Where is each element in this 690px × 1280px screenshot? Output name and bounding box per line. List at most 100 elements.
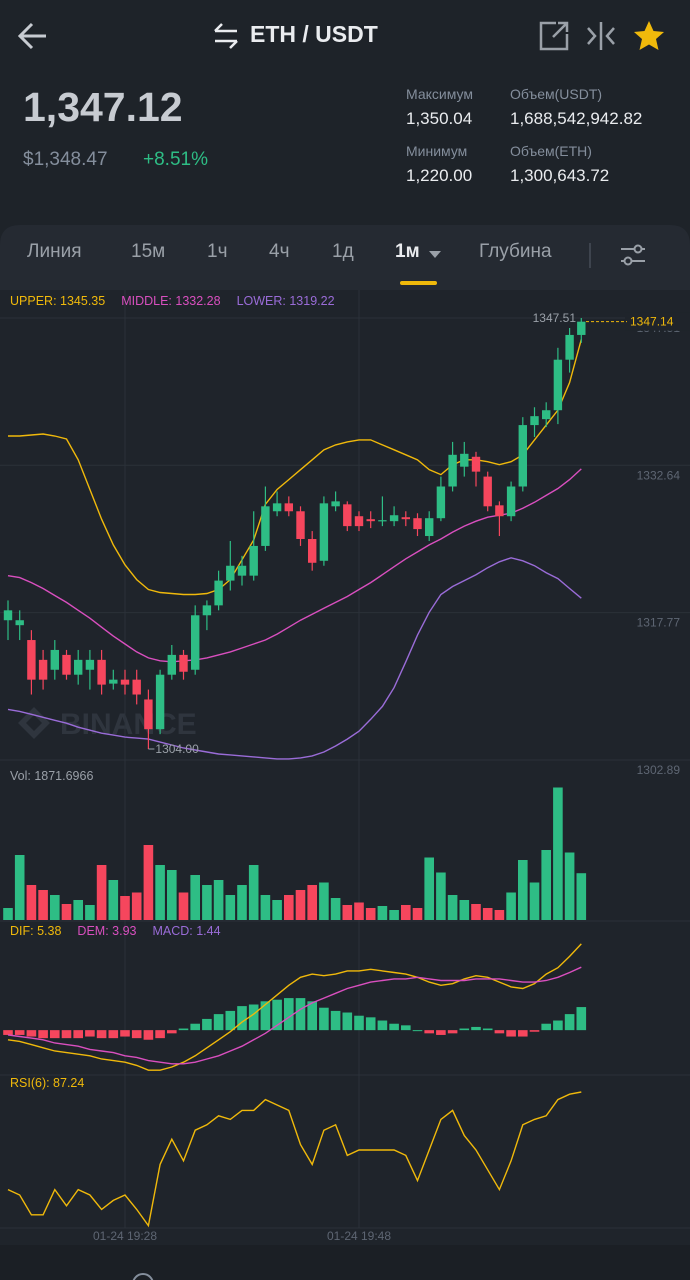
- stat-value: 1,300,643.72: [510, 166, 610, 185]
- histogram-bar: [471, 1026, 481, 1031]
- candle-body: [343, 504, 352, 527]
- candle-body: [425, 518, 434, 537]
- tab[interactable]: 1м: [395, 241, 420, 262]
- histogram-bar: [284, 998, 294, 1031]
- tab[interactable]: 15м: [131, 241, 166, 262]
- dropdown-caret[interactable]: [429, 251, 441, 258]
- volume-bar: [365, 908, 376, 920]
- stat-value: 1,350.04: [406, 109, 473, 128]
- volume-bar: [518, 860, 528, 920]
- histogram-bar: [272, 999, 282, 1031]
- volume-bar: [295, 890, 306, 920]
- volume-bar: [284, 895, 294, 920]
- histogram-bar: [541, 1023, 551, 1031]
- volume-bar: [401, 905, 411, 920]
- volume-bar: [436, 872, 446, 920]
- volume-bar: [377, 906, 388, 920]
- histogram-bar: [108, 1030, 119, 1039]
- bottom-icon[interactable]: [132, 1273, 154, 1280]
- stat-label: Минимум: [406, 143, 468, 159]
- histogram-bar: [237, 1006, 247, 1031]
- last-price: 1,347.12: [23, 84, 183, 130]
- tab[interactable]: Линия: [27, 241, 82, 262]
- histogram-bar: [120, 1030, 130, 1037]
- watermark: BINANCE: [18, 707, 197, 741]
- candle-body: [354, 516, 364, 527]
- histogram-bar: [447, 1030, 458, 1034]
- histogram-bar: [143, 1030, 154, 1040]
- tab[interactable]: 1д: [332, 241, 354, 262]
- low-label: 1304.00: [155, 742, 199, 756]
- volume-bar: [272, 900, 282, 920]
- histogram-bar: [96, 1030, 107, 1039]
- x-tick-label: 01-24 19:48: [327, 1229, 391, 1243]
- volume-bar: [354, 902, 364, 920]
- volume-bar: [50, 895, 60, 920]
- legend-label: LOWER: 1319.22: [237, 294, 335, 308]
- volume-bar: [459, 900, 470, 920]
- tab[interactable]: 1ч: [207, 241, 228, 262]
- volume-bar: [237, 885, 247, 920]
- indicator-line: [7, 557, 582, 760]
- candle-body: [62, 654, 71, 675]
- active-tab-indicator: [400, 281, 437, 285]
- share-icon[interactable]: [539, 21, 569, 51]
- legend-label: DIF: 5.38: [10, 924, 61, 938]
- swap-arrow: [215, 39, 238, 49]
- compare-arrows: [587, 27, 615, 45]
- volume-bar: [85, 905, 95, 920]
- stat-label: Объем(USDT): [510, 86, 603, 102]
- usd-price: $1,348.47: [23, 149, 108, 170]
- indicator-line: [8, 339, 582, 596]
- histogram-bar: [178, 1028, 189, 1031]
- volume-bar: [447, 895, 458, 920]
- histogram-bar: [14, 1030, 25, 1035]
- legend-label: RSI(6): 87.24: [10, 1076, 84, 1090]
- tab[interactable]: Глубина: [479, 241, 552, 262]
- histogram-bar: [202, 1018, 212, 1031]
- candle-body: [261, 506, 270, 546]
- histogram-bar: [424, 1030, 434, 1034]
- volume-bar: [61, 904, 72, 920]
- histogram-bar: [167, 1030, 177, 1034]
- volume-bar: [3, 908, 13, 920]
- volume-bar: [330, 898, 341, 920]
- candle-body: [120, 679, 130, 685]
- candle-body: [284, 503, 293, 512]
- y-tick-label: 1302.89: [637, 763, 681, 777]
- volume-bar: [120, 896, 130, 920]
- histogram-bar: [553, 1020, 563, 1031]
- swap-icon[interactable]: [214, 23, 238, 49]
- histogram-bar: [389, 1023, 399, 1031]
- candle-body: [448, 454, 457, 487]
- histogram-bar: [330, 1010, 341, 1031]
- compare-icon[interactable]: [587, 22, 615, 50]
- settings-icon[interactable]: [621, 244, 645, 266]
- candle-body: [38, 659, 48, 680]
- histogram-bar: [73, 1030, 83, 1039]
- plot-layer: 01-24 19:28 01-24 19:48 1347.51 1332.64 1317…: [0, 290, 690, 1243]
- candle-body: [471, 456, 481, 472]
- tab-bar: [0, 225, 690, 290]
- histogram-bar: [319, 1007, 329, 1031]
- back-button[interactable]: [17, 22, 46, 50]
- histogram-bar: [307, 1001, 317, 1031]
- legend-label: Vol: 1871.6966: [10, 769, 93, 783]
- histogram-bar: [38, 1030, 48, 1039]
- candle-body: [214, 580, 223, 606]
- histogram-bar: [50, 1030, 60, 1039]
- favorite-star[interactable]: [634, 21, 664, 50]
- candle-body: [366, 519, 375, 522]
- tab[interactable]: 4ч: [269, 241, 290, 262]
- indicator-line: [7, 943, 582, 1071]
- candle-body: [179, 654, 188, 672]
- candle-body: [413, 518, 422, 530]
- legend-label: MACD: 1.44: [152, 924, 220, 938]
- volume-bar: [38, 890, 48, 920]
- volume-bar: [248, 865, 259, 920]
- stat-label: Объем(ETH): [510, 143, 592, 159]
- y-tick-label: 1332.64: [637, 468, 681, 482]
- volume-bar: [342, 905, 353, 920]
